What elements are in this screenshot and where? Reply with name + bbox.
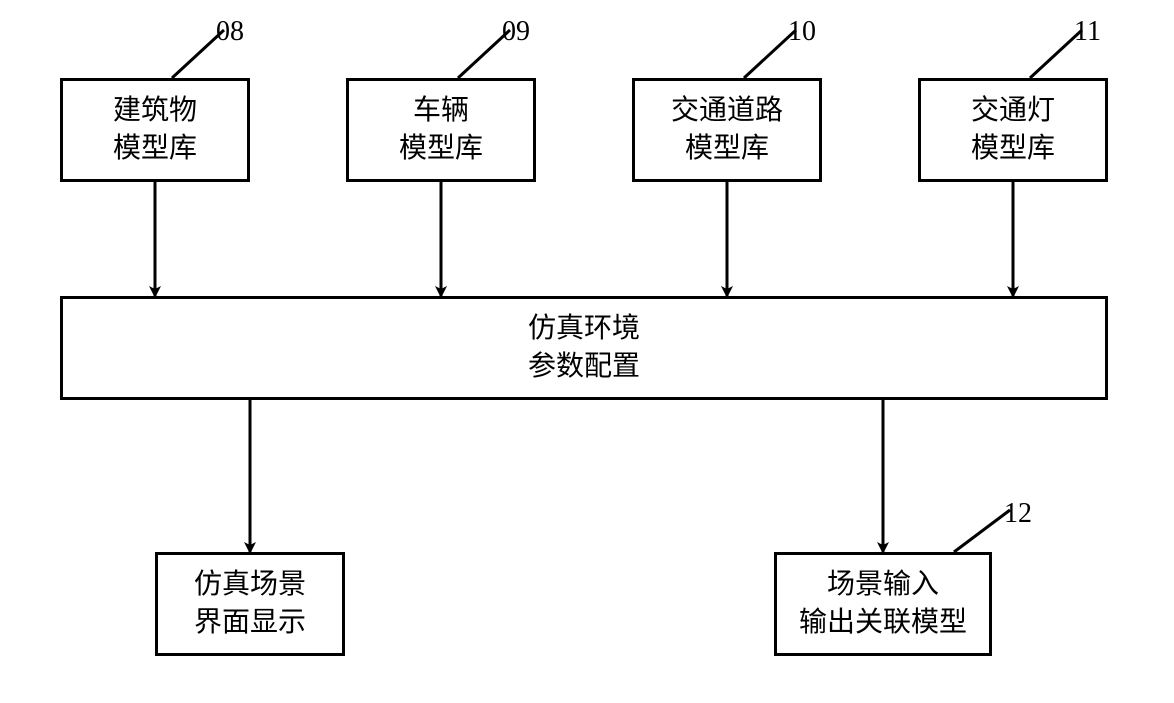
connector-layer	[0, 0, 1174, 703]
